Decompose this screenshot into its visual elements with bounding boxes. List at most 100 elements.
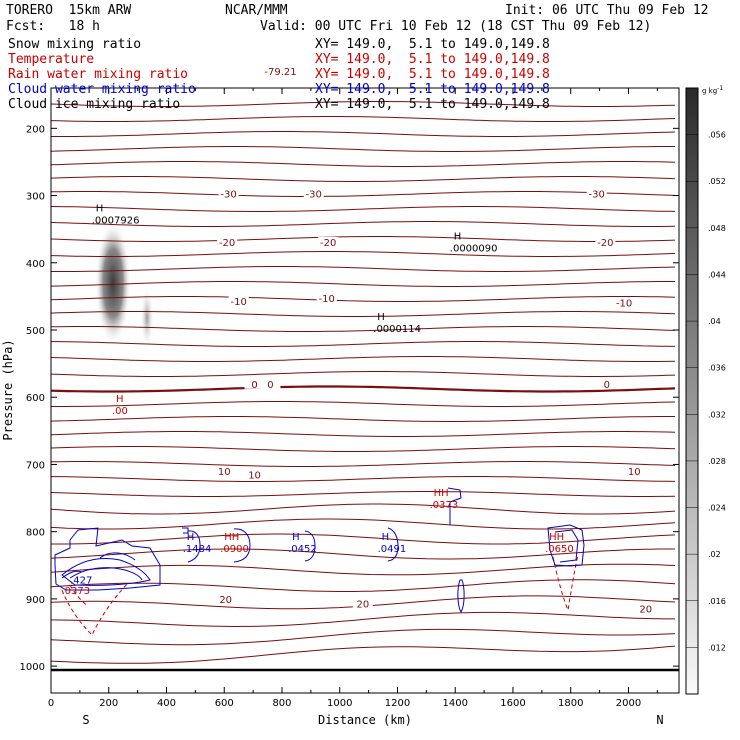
x-tick-label: 0 [48,698,54,709]
extrema-labels: H.0007926H.0000090H.0000114H.00H.1484HH.… [61,204,573,597]
colorbar-labels: .012 .016 .02 .024 .028 .032 .036 .04 .044 .048 .0… [686,131,726,652]
temperature-label: -30 [306,190,322,201]
y-tick-label: 700 [26,460,45,471]
colorbar-label: .052 [708,177,726,186]
temperature-contour-line [51,191,676,197]
colorbar-scale [685,87,699,695]
init-time: Init: 06 UTC Thu 09 Feb 12 [505,3,709,18]
extremum-value: .00 [112,406,128,417]
y-tick-label: 900 [26,595,45,606]
cloud-contour [233,528,251,563]
extremum-marker: H [382,532,390,543]
temperature-contour-line [51,356,676,362]
colorbar-label: .032 [708,410,726,419]
colorbar-label: .028 [708,457,726,466]
temperature-contour-line [51,416,675,422]
extremum-marker: HH [224,532,239,543]
extremum-marker: HH [434,488,449,499]
x-tick-label: 1000 [327,698,352,709]
temperature-label-bg [595,236,616,247]
cloud-contour [387,527,399,562]
cloud-contour [182,527,189,534]
x-tick-label: 800 [272,698,291,709]
y-tick-label: 200 [26,124,45,135]
extremum-marker: H [292,532,300,543]
temperature-contour-line [51,476,676,482]
x-tick-label: 1800 [558,698,583,709]
temperature-contour-line [51,206,676,212]
colorbar-label: .02 [708,550,721,559]
cloud-contour [54,527,161,591]
temperature-contour-line [51,611,675,628]
extremum-value: .427 [70,575,92,586]
temperature-label-bg [316,292,337,303]
rain-contour [61,582,129,636]
temperature-contour-line [51,311,676,317]
cloud-contour [547,524,585,567]
temperature-contour-line [51,491,676,497]
temperature-label: -20 [219,238,235,249]
x-tick-label: 200 [99,698,118,709]
extremum-value: .0650 [545,544,574,555]
valid-time: Valid: 00 UTC Fri 10 Feb 12 (18 CST Thu … [260,19,652,34]
extremum-value: .0452 [288,544,317,555]
temperature-label: 20 [219,595,232,606]
cloud-contour [99,552,136,561]
temperature-label: 10 [628,467,641,478]
cloud-contour [69,567,143,581]
temperature-label-bg [244,469,265,480]
x-axis-title: Distance (km) [318,713,412,727]
temperature-label: -30 [589,190,605,201]
temperature-label-bg [596,378,617,389]
cloud-contour [61,570,83,579]
temperature-label: -30 [220,190,236,201]
y-tick-label: 1000 [20,662,45,673]
temperature-contour-line [51,548,675,560]
temperature-contour-line [51,266,676,272]
field-xy-cloud-ice: XY= 149.0, 5.1 to 149.0,149.8 [315,97,550,112]
y-tick-label: 400 [26,259,45,270]
x-tick-label: 400 [157,698,176,709]
temperature-label: -10 [319,294,335,305]
temperature-label: -10 [616,298,632,309]
x-tick-label: 1600 [500,698,525,709]
temperature-label-bg [614,297,635,308]
extremum-marker: H [116,394,124,405]
extremum-value: .0000090 [450,243,498,254]
colorbar-label: .044 [708,270,726,279]
temperature-label-bg [217,236,238,247]
colorbar-label: .016 [708,597,726,606]
colorbar-label: .024 [708,504,726,513]
cloud-water-contours [54,487,585,614]
extremum-value: .0373 [430,500,459,511]
rain-contour [552,554,579,612]
temperature-labels: -79.21-30 -30 -30-20 -20 -20-10 -10 -100 0 010 10… [214,66,656,615]
colorbar-label: .048 [708,224,726,233]
temperature-contour-line [51,461,676,467]
temperature-contour-line [51,236,676,242]
field-xy-temperature: XY= 149.0, 5.1 to 149.0,149.8 [315,52,550,67]
temperature-contour-line [51,371,676,377]
colorbar-unit: g kg-1 [702,85,723,95]
temperature-contour-line [51,518,676,530]
temperature-label: 0 [251,380,257,391]
field-xy-rain: XY= 149.0, 5.1 to 149.0,149.8 [315,67,550,82]
temperature-label-bg [624,466,645,477]
field-xy-cloud-water: XY= 149.0, 5.1 to 149.0,149.8 [315,82,550,97]
temperature-contour-line [51,161,676,167]
temperature-label: 0 [267,380,273,391]
temperature-label: -20 [320,238,336,249]
temperature-contour-line [51,116,676,122]
temperature-label: 20 [356,600,369,611]
temperature-label-bg [260,378,281,389]
temperature-label-bg [214,466,235,477]
snow-core [95,221,131,345]
temperature-contour-line [51,146,675,152]
snow-shading [95,221,154,350]
temperature-label: -10 [231,297,247,308]
y-tick-label: 300 [26,192,45,203]
temperature-label: -79.21 [264,67,296,78]
extremum-marker: H [96,204,104,215]
temperature-label: 20 [639,604,652,615]
